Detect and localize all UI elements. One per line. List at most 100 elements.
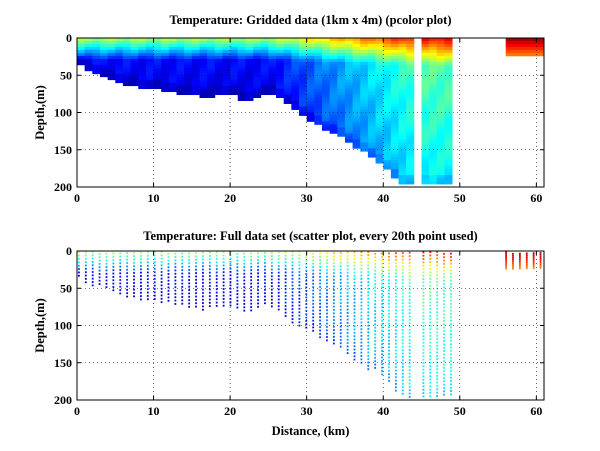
pcolor-cell [406, 97, 415, 101]
pcolor-cell [421, 55, 430, 60]
pcolor-cell [306, 70, 315, 75]
pcolor-cell [505, 40, 514, 45]
scatter-point [450, 252, 452, 255]
pcolor-cell [199, 85, 208, 90]
pcolor-cell [337, 130, 346, 134]
pcolor-cell [222, 61, 231, 66]
scatter-point [133, 258, 135, 261]
pcolor-cell [505, 49, 514, 54]
pcolor-cell [429, 175, 438, 179]
pcolor-cell [122, 52, 131, 57]
scatter-point [394, 292, 397, 295]
pcolor-cell [130, 73, 139, 78]
scatter-point [305, 293, 308, 295]
scatter-y-tick-label: 150 [54, 356, 72, 370]
pcolor-cell [390, 163, 399, 167]
pcolor-cell [291, 73, 300, 78]
scatter-point [381, 333, 383, 336]
pcolor-cell [398, 175, 407, 179]
pcolor-cell [337, 100, 346, 104]
scatter-point [339, 298, 342, 301]
pcolor-cell [145, 40, 154, 45]
scatter-point [195, 272, 197, 274]
pcolor-cell [276, 55, 285, 60]
pcolor-cell [161, 38, 170, 42]
scatter-point [202, 295, 204, 298]
pcolor-cell [383, 64, 392, 69]
scatter-point [270, 302, 273, 304]
pcolor-cell [406, 88, 415, 93]
pcolor-cell [444, 52, 453, 57]
scatter-point [422, 372, 425, 374]
scatter-point [450, 259, 452, 262]
pcolor-cell [321, 97, 331, 101]
scatter-point [250, 309, 253, 312]
pcolor-cell [191, 76, 200, 81]
pcolor-cell [444, 58, 453, 63]
pcolor-cell [375, 61, 384, 66]
scatter-point [332, 252, 335, 254]
pcolor-cell [436, 115, 445, 119]
scatter-point [291, 318, 294, 321]
scatter-point [167, 299, 170, 302]
pcolor-cell [375, 55, 384, 60]
pcolor-cell [191, 52, 200, 57]
scatter-point [518, 263, 521, 266]
pcolor-cell [306, 58, 315, 63]
scatter-point [332, 332, 335, 335]
scatter-point [346, 342, 349, 344]
pcolor-cell [375, 115, 384, 119]
scatter-point [284, 271, 287, 274]
scatter-point [236, 266, 239, 269]
pcolor-cell [352, 130, 361, 134]
scatter-point [91, 267, 94, 270]
pcolor-cell [406, 73, 415, 78]
scatter-point [388, 312, 390, 315]
scatter-point [298, 291, 301, 293]
scatter-point [332, 258, 335, 261]
pcolor-cell [390, 100, 399, 104]
scatter-point [374, 266, 377, 269]
pcolor-cell [429, 124, 438, 128]
pcolor-cell [436, 163, 445, 167]
pcolor-cell [406, 38, 415, 42]
scatter-point [326, 282, 328, 285]
pcolor-cell [214, 38, 223, 42]
pcolor-cell [115, 49, 124, 54]
pcolor-cell [245, 94, 254, 98]
pcolor-cell [521, 38, 530, 42]
scatter-point [339, 308, 342, 311]
scatter-point [374, 269, 377, 272]
scatter-point [346, 311, 349, 314]
pcolor-cell [398, 88, 407, 93]
pcolor-cell [421, 40, 430, 45]
pcolor-cell [436, 178, 445, 182]
pcolor-cell [230, 52, 239, 57]
pcolor-cell [145, 49, 154, 54]
pcolor-cell [329, 82, 338, 87]
pcolor-cell [268, 73, 277, 78]
pcolor-cell [421, 49, 430, 54]
pcolor-cell [314, 103, 323, 107]
pcolor-cell [99, 49, 109, 54]
scatter-point [257, 272, 259, 275]
pcolor-cell [383, 115, 392, 119]
scatter-point [208, 275, 211, 277]
pcolor-cell [337, 61, 346, 66]
pcolor-cell [429, 55, 438, 60]
scatter-point [277, 251, 280, 254]
scatter-point [374, 263, 377, 265]
scatter-point [250, 255, 253, 258]
scatter-point [436, 348, 439, 350]
scatter-point [353, 328, 356, 331]
scatter-point [381, 299, 383, 302]
scatter-point [450, 279, 452, 282]
pcolor-cell [360, 121, 369, 125]
pcolor-cell [168, 85, 177, 90]
pcolor-cell [436, 112, 445, 116]
pcolor-cell [153, 70, 162, 75]
scatter-point [381, 353, 383, 356]
pcolor-cell [306, 85, 315, 90]
pcolor-cell [421, 64, 430, 69]
